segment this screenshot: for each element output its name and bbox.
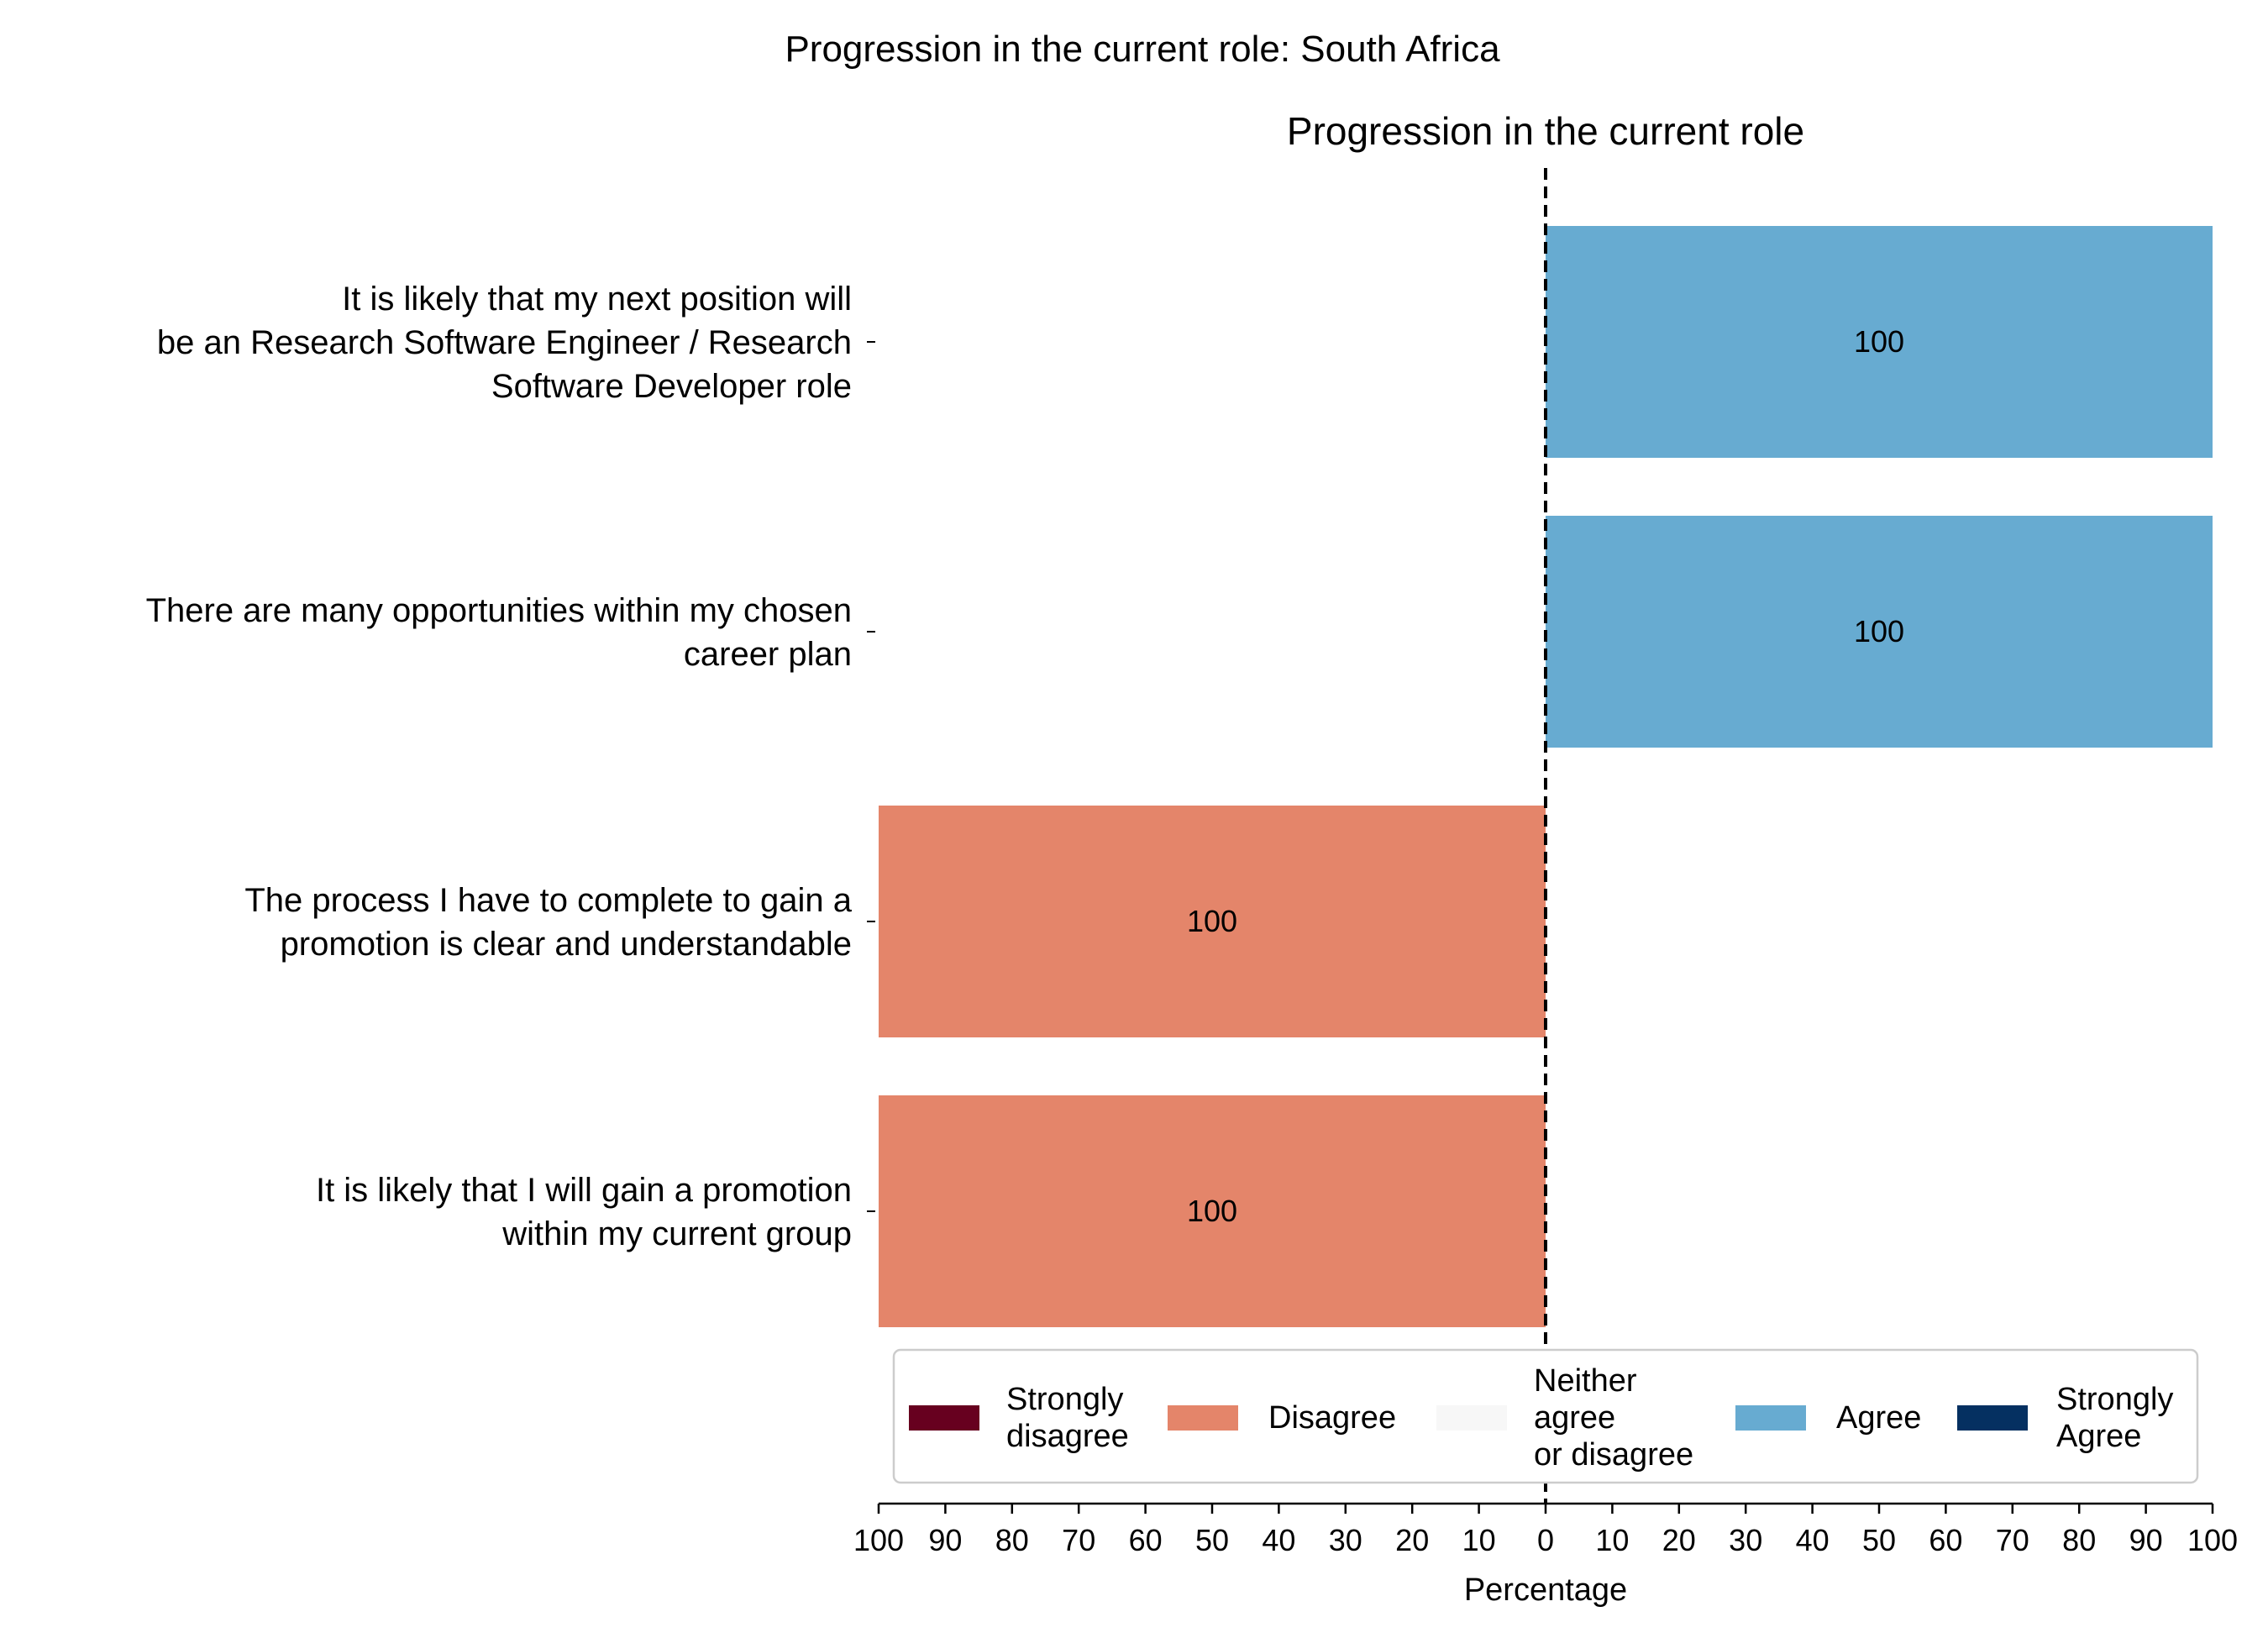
x-tick-label: 10 [1462, 1523, 1496, 1557]
bar-agree-0 [1546, 226, 2213, 458]
x-tick-label: 100 [2187, 1523, 2238, 1557]
x-tick-label: 10 [1595, 1523, 1629, 1557]
x-tick-label: 50 [1195, 1523, 1229, 1557]
x-tick-label: 90 [2129, 1523, 2163, 1557]
x-tick-label: 70 [1996, 1523, 2029, 1557]
x-tick-label: 30 [1329, 1523, 1362, 1557]
bar-disagree-3 [879, 1095, 1546, 1327]
y-tick-label: There are many opportunities within my c… [146, 592, 852, 673]
x-tick-label: 0 [1537, 1523, 1554, 1557]
x-axis: 100 90 80 70 60 50 40 30 20 10 0 10 20 30 40 50 60 70 80 90… [853, 1502, 2238, 1557]
x-axis-label: Percentage [1464, 1572, 1627, 1608]
y-tick-label: The process I have to complete to gain a… [244, 882, 852, 963]
legend-swatch-strongly-disagree [909, 1405, 979, 1431]
bar-value-label: 100 [1187, 904, 1237, 938]
bar-agree-1 [1546, 516, 2213, 748]
legend-swatch-agree [1735, 1405, 1806, 1431]
x-tick-label: 20 [1662, 1523, 1696, 1557]
x-tick-label: 50 [1862, 1523, 1896, 1557]
chart-suptitle: Progression in the current role: South A… [785, 29, 1500, 70]
bar-value-label: 100 [1854, 324, 1904, 359]
x-tick-label: 100 [853, 1523, 904, 1557]
bar-value-label: 100 [1854, 614, 1904, 648]
bars-layer: 100 100 100 100 [879, 226, 2213, 1327]
x-tick-label: 60 [1129, 1523, 1163, 1557]
y-tick-label: It is likely that I will gain a promotio… [316, 1172, 852, 1252]
x-tick-label: 20 [1395, 1523, 1429, 1557]
legend-label: Neither agree or disagree [1534, 1363, 1693, 1473]
legend-label: Agree [1836, 1400, 1921, 1436]
x-tick-label: 40 [1796, 1523, 1830, 1557]
x-tick-label: 40 [1262, 1523, 1295, 1557]
x-tick-label: 60 [1929, 1523, 1962, 1557]
x-tick-label: 30 [1729, 1523, 1762, 1557]
legend-label: Strongly disagree [1006, 1382, 1129, 1454]
legend-label: Strongly Agree [2056, 1382, 2173, 1454]
x-tick-label: 80 [995, 1523, 1029, 1557]
x-tick-label: 90 [928, 1523, 962, 1557]
y-axis-labels: It is likely that my next position will b… [146, 281, 875, 1252]
legend-swatch-strongly-agree [1957, 1405, 2028, 1431]
x-tick-label: 70 [1062, 1523, 1095, 1557]
legend-frame [892, 1348, 2199, 1484]
legend: Strongly disagree Disagree Neither agree or d… [892, 1348, 2199, 1484]
chart-title: Progression in the current role [1287, 109, 1804, 153]
bar-value-label: 100 [1187, 1194, 1237, 1228]
legend-swatch-disagree [1168, 1405, 1238, 1431]
legend-swatch-neither-agree-or-disagree [1436, 1405, 1507, 1431]
y-tick-label: It is likely that my next position will b… [157, 281, 852, 405]
legend-label: Disagree [1268, 1400, 1396, 1436]
x-tick-label: 80 [2062, 1523, 2096, 1557]
bar-disagree-2 [879, 806, 1546, 1037]
